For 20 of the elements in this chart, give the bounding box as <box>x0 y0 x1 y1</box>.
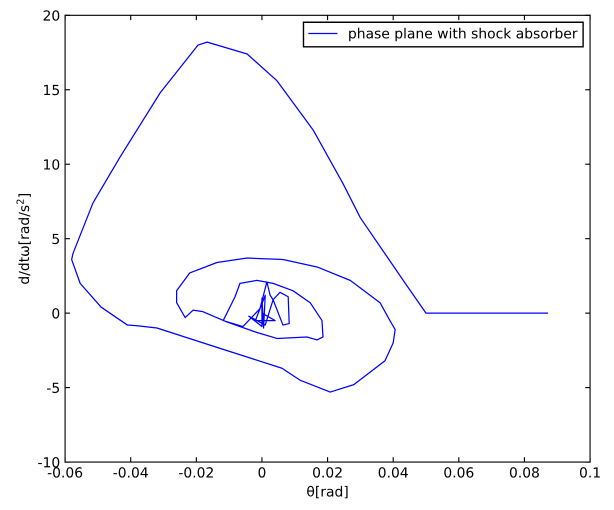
y-tick-label: 15 <box>44 84 60 96</box>
x-tick-label: 0.04 <box>378 467 408 478</box>
x-tick-label: 0 <box>258 467 266 478</box>
y-tick-label: -10 <box>38 457 60 468</box>
legend-label: phase plane with shock absorber <box>349 28 578 42</box>
x-tick-label: -0.04 <box>113 467 148 478</box>
x-tick-label: 0.06 <box>444 467 474 478</box>
x-tick-label: 0.02 <box>313 467 342 478</box>
x-tick-label: 0.08 <box>510 467 539 478</box>
x-tick-label: -0.06 <box>48 467 82 478</box>
x-axis-title: θ[rad] <box>307 486 348 498</box>
y-tick-label: 10 <box>44 159 60 170</box>
y-tick-label: -5 <box>47 382 60 394</box>
line-series <box>71 41 548 393</box>
y-tick-label: 0 <box>52 308 60 319</box>
x-tick-label: -0.02 <box>179 467 213 478</box>
x-tick-label: 0.1 <box>580 467 600 478</box>
y-tick-label: 20 <box>44 10 60 21</box>
y-axis-title: d/dtω[rad/s$^{2}$] <box>16 194 31 284</box>
y-tick-label: 5 <box>52 234 60 244</box>
